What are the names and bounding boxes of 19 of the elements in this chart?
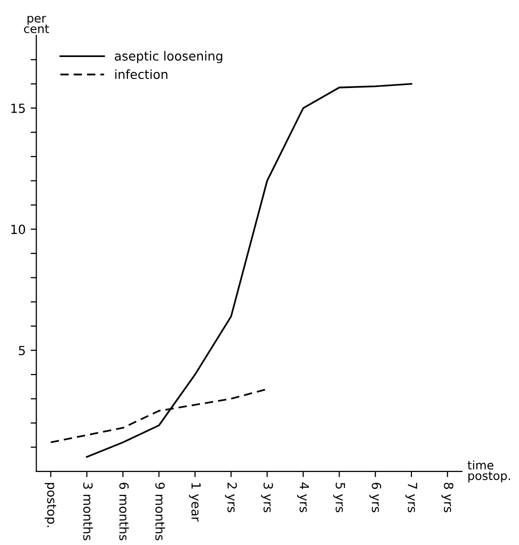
x-tick-label: 6 months bbox=[119, 482, 129, 540]
x-tick-label: 9 months bbox=[155, 482, 166, 540]
x-tick-label: 3 months bbox=[83, 482, 93, 540]
x-tick-label: 5 yrs bbox=[333, 482, 345, 512]
legend-label: infection bbox=[115, 69, 168, 80]
x-tick-label: postop. bbox=[44, 482, 56, 528]
x-tick-label: 3 yrs bbox=[261, 482, 273, 512]
y-tick-label: 10 bbox=[11, 224, 26, 234]
y-axis-title: per cent bbox=[24, 16, 49, 34]
x-tick-label: 6 yrs bbox=[369, 482, 382, 512]
x-tick-label: 8 yrs bbox=[441, 482, 454, 512]
x-axis-title: time postop. bbox=[468, 460, 510, 482]
x-tick-label: 7 yrs bbox=[405, 482, 418, 512]
y-tick-label: 15 bbox=[11, 104, 25, 114]
legend-label: aseptic loosening bbox=[114, 51, 222, 64]
x-tick-label: 1 year bbox=[188, 483, 201, 522]
x-tick-label: 4 yrs bbox=[297, 482, 309, 512]
x-tick-label: 2 yrs bbox=[225, 482, 237, 512]
y-tick-label: 5 bbox=[18, 346, 25, 356]
